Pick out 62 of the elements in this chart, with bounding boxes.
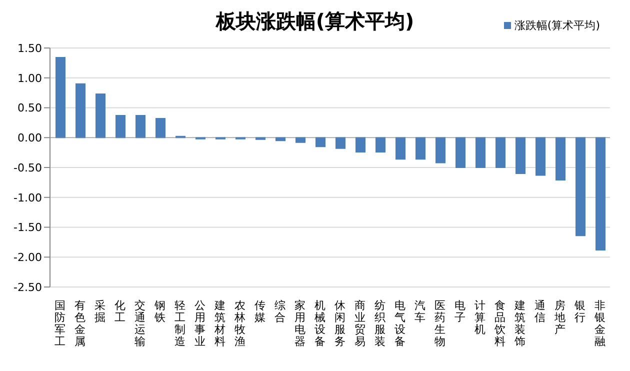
x-tick-label: 传媒 [254,299,266,324]
bar [416,137,426,160]
bar [536,137,546,176]
x-tick-label: 采掘 [94,299,106,324]
bar [356,137,366,152]
bar [336,137,346,149]
bar [396,137,406,160]
bar [76,83,86,138]
x-tick-label: 非银金融 [594,299,606,348]
bar [276,137,286,142]
x-tick-label: 交通运输 [134,299,146,348]
x-tick-label: 银行 [574,299,586,324]
y-tick-label: 1.50 [18,42,42,55]
bar [556,137,566,181]
x-tick-label: 化工 [114,299,126,324]
legend-label: 涨跌幅(算术平均) [513,18,600,33]
x-tick-label: 商业贸易 [354,299,366,348]
x-tick-label: 建筑装饰 [514,299,526,348]
y-tick-label: -2.50 [14,280,42,294]
y-tick-label: -1.50 [14,221,42,234]
x-tick-label: 建筑材料 [214,299,226,348]
x-tick-label: 休闲服务 [334,299,346,348]
bar [116,115,126,138]
y-tick-label: -1.00 [14,191,42,204]
x-tick-label: 汽车 [414,299,426,324]
x-tick-label: 轻工制造 [174,299,186,348]
bar [316,137,326,148]
bar [136,115,146,138]
x-tick-label: 纺织服装 [374,299,386,348]
x-tick-label: 家用电器 [294,299,306,348]
bar [56,57,66,138]
bar [436,137,446,164]
x-tick-label: 国防军工 [54,299,66,348]
x-tick-label: 电子 [454,299,466,324]
y-tick-label: -2.00 [14,251,42,264]
bar [516,137,526,174]
bar [596,137,606,250]
x-tick-label: 房地产 [554,299,566,336]
bar [296,137,306,143]
y-tick-label: 0.00 [18,132,42,145]
x-tick-label: 有色金属 [74,299,86,348]
x-tick-label: 综合 [274,299,286,324]
y-tick-label: 1.00 [18,72,42,85]
x-tick-label: 医药生物 [434,299,446,348]
bar [376,137,386,152]
bar [156,118,166,138]
x-tick-label: 钢铁 [154,299,166,324]
x-tick-label: 公用事业 [194,299,206,348]
x-tick-label: 计算机 [474,299,486,336]
chart-title: 板块涨跌幅(算术平均) [216,9,414,33]
bar [476,137,486,168]
x-tick-label: 食品饮料 [494,299,506,348]
x-tick-label: 机械设备 [314,299,326,348]
x-tick-label: 农林牧渔 [234,299,246,348]
x-tick-label: 通信 [534,299,546,324]
bar [96,94,106,138]
bar [456,137,466,168]
y-tick-label: 0.50 [18,102,42,115]
y-tick-label: -0.50 [14,161,42,174]
bar [576,137,586,236]
bar [496,137,506,168]
x-tick-label: 电气设备 [394,299,406,348]
